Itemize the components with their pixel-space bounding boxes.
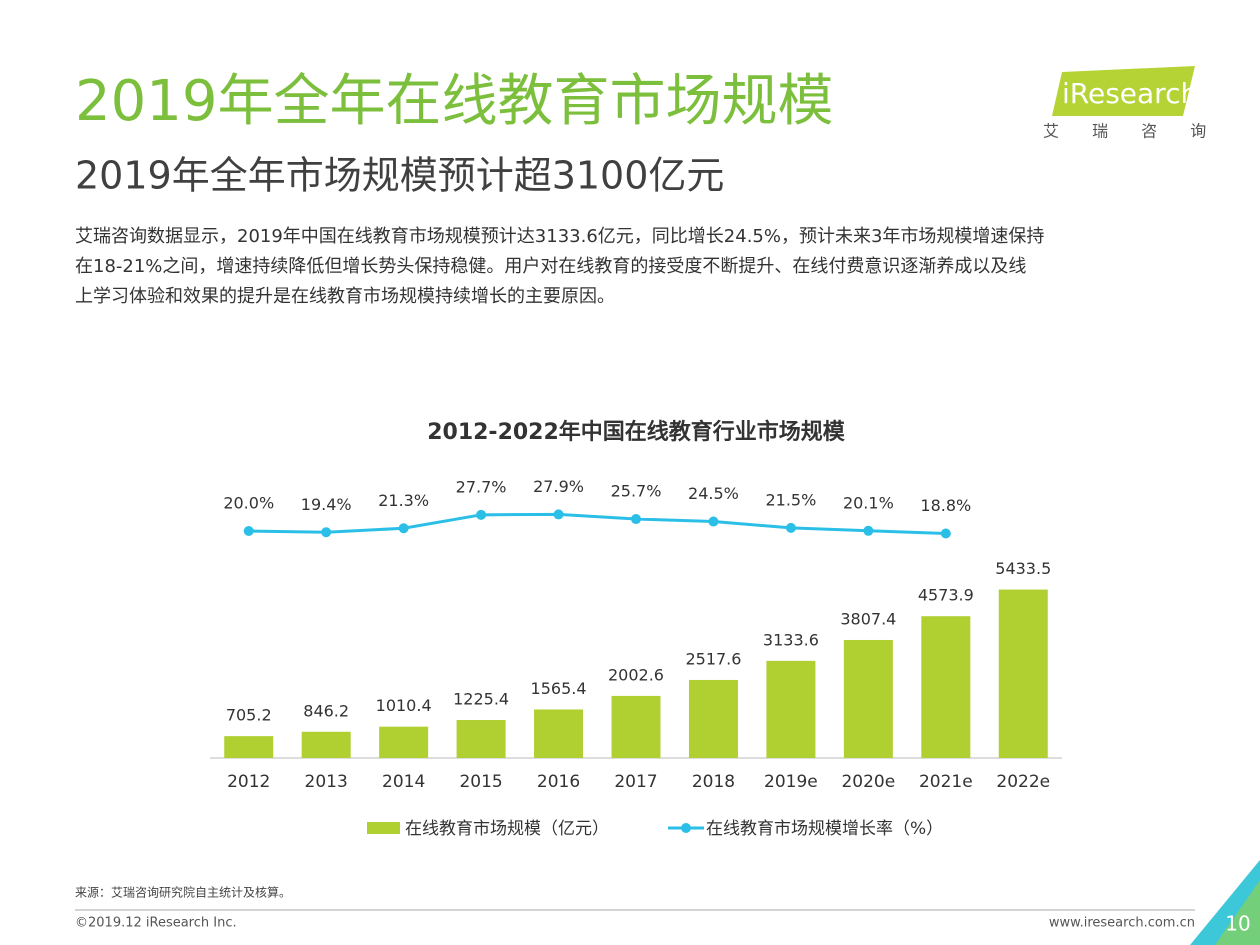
bar-label: 2002.6	[608, 665, 664, 684]
url: www.iresearch.com.cn	[1049, 916, 1195, 931]
slide-title: 2019年全年在线教育市场规模	[75, 69, 834, 134]
line-label: 21.3%	[378, 491, 429, 510]
bar-label: 4573.9	[918, 586, 974, 605]
bar	[688, 679, 738, 758]
bar	[534, 709, 584, 758]
x-tick-label: 2017	[614, 772, 657, 792]
line-marker	[476, 509, 487, 520]
bar-label: 1225.4	[453, 690, 509, 709]
bar	[766, 660, 816, 758]
x-tick-label: 2014	[382, 772, 425, 792]
bar	[921, 616, 971, 758]
x-tick-label: 2018	[692, 772, 735, 792]
page-number: 10	[1225, 912, 1250, 936]
line-label: 27.9%	[533, 477, 584, 496]
x-tick-label: 2013	[305, 772, 348, 792]
logo-brand: iResearch	[1062, 77, 1198, 110]
logo-shape	[1052, 66, 1195, 116]
bar-label: 1565.4	[531, 679, 587, 698]
bar-label: 3133.6	[763, 630, 819, 649]
bar-label: 2517.6	[685, 649, 741, 668]
bar-label: 3807.4	[840, 609, 896, 628]
line-marker	[708, 516, 719, 527]
legend-marker	[681, 823, 691, 833]
line-marker	[863, 525, 874, 536]
chart-title: 2012-2022年中国在线教育行业市场规模	[427, 419, 846, 445]
bar	[224, 736, 274, 758]
bar	[456, 720, 506, 758]
x-tick-label: 2016	[537, 772, 580, 792]
line-label: 20.0%	[223, 494, 274, 513]
slide-subtitle: 2019年全年市场规模预计超3100亿元	[75, 154, 724, 198]
line-marker	[553, 509, 564, 520]
x-tick-label: 2015	[459, 772, 502, 792]
line-marker	[321, 527, 332, 538]
body-line: 艾瑞咨询数据显示，2019年中国在线教育市场规模预计达3133.6亿元，同比增长…	[75, 226, 1044, 247]
x-tick-label: 2022e	[996, 772, 1050, 792]
x-tick-label: 2012	[227, 772, 270, 792]
body-line: 在18-21%之间，增速持续降低但增长势头保持稳健。用户对在线教育的接受度不断提…	[75, 256, 1026, 277]
line-label: 24.5%	[688, 484, 739, 503]
bar	[998, 589, 1048, 758]
x-tick-label: 2021e	[919, 772, 973, 792]
line-marker	[243, 526, 254, 536]
line-marker	[398, 523, 409, 534]
legend-label: 在线教育市场规模增长率（%）	[706, 819, 943, 839]
line-label: 25.7%	[611, 482, 662, 501]
copyright: ©2019.12 iResearch Inc.	[75, 916, 237, 931]
legend-label: 在线教育市场规模（亿元）	[405, 819, 609, 839]
source: 来源：艾瑞咨询研究院自主统计及核算。	[75, 885, 291, 900]
line-marker	[631, 514, 641, 525]
line-label: 27.7%	[456, 477, 507, 496]
line-label: 19.4%	[301, 495, 352, 514]
bar	[843, 639, 893, 758]
legend-swatch	[367, 822, 400, 834]
x-tick-label: 2020e	[841, 772, 895, 792]
bar-label: 1010.4	[376, 696, 432, 715]
bar	[301, 731, 351, 758]
x-tick-label: 2019e	[764, 772, 818, 792]
corner-accent	[1215, 880, 1260, 945]
line	[248, 512, 946, 536]
logo-name: 艾 瑞 咨 询	[1043, 122, 1220, 141]
line-marker	[940, 528, 951, 539]
line-label: 21.5%	[765, 490, 816, 509]
bar-label: 5433.5	[995, 559, 1051, 578]
body-line: 上学习体验和效果的提升是在线教育市场规模持续增长的主要原因。	[75, 286, 615, 307]
line-label: 18.8%	[920, 496, 971, 515]
bar	[379, 726, 429, 758]
line-label: 20.1%	[843, 493, 894, 512]
line-marker	[785, 522, 796, 533]
bar-label: 705.2	[226, 706, 272, 725]
bar	[611, 695, 661, 758]
bar-label: 846.2	[303, 701, 349, 720]
